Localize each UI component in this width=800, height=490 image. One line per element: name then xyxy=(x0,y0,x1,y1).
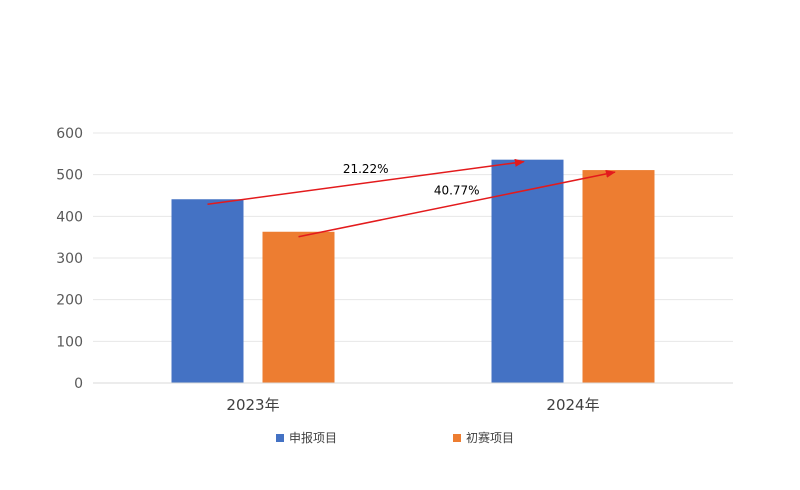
x-tick-label: 2024年 xyxy=(546,396,599,414)
y-tick-label: 0 xyxy=(74,376,83,392)
growth-rate-label: 40.77% xyxy=(434,183,480,197)
bar-declared-1 xyxy=(491,159,564,383)
legend-label: 申报项目 xyxy=(289,430,337,445)
bar-preliminary-1 xyxy=(582,170,655,383)
y-tick-label: 600 xyxy=(56,126,83,142)
growth-arrow xyxy=(207,158,525,205)
y-tick-label: 100 xyxy=(56,334,83,350)
bars xyxy=(171,159,655,383)
growth-annotations: 21.22% 40.77% xyxy=(207,158,616,238)
y-tick-label: 500 xyxy=(56,168,83,184)
legend-swatch xyxy=(276,434,284,442)
x-tick-label: 2023年 xyxy=(226,396,279,414)
growth-rate-label: 21.22% xyxy=(343,162,389,176)
legend-swatch xyxy=(453,434,461,442)
legend-label: 初赛项目 xyxy=(466,430,514,445)
legend: 申报项目 初赛项目 xyxy=(276,430,514,445)
bar-declared-0 xyxy=(171,199,244,383)
y-tick-label: 200 xyxy=(56,293,83,309)
y-tick-label: 300 xyxy=(56,251,83,267)
y-axis-ticks: 0 100 200 300 400 500 600 xyxy=(56,126,83,392)
growth-arrow xyxy=(298,169,616,238)
x-axis-labels: 2023年 2024年 xyxy=(226,396,599,414)
bar-preliminary-0 xyxy=(262,231,335,383)
y-tick-label: 400 xyxy=(56,209,83,225)
